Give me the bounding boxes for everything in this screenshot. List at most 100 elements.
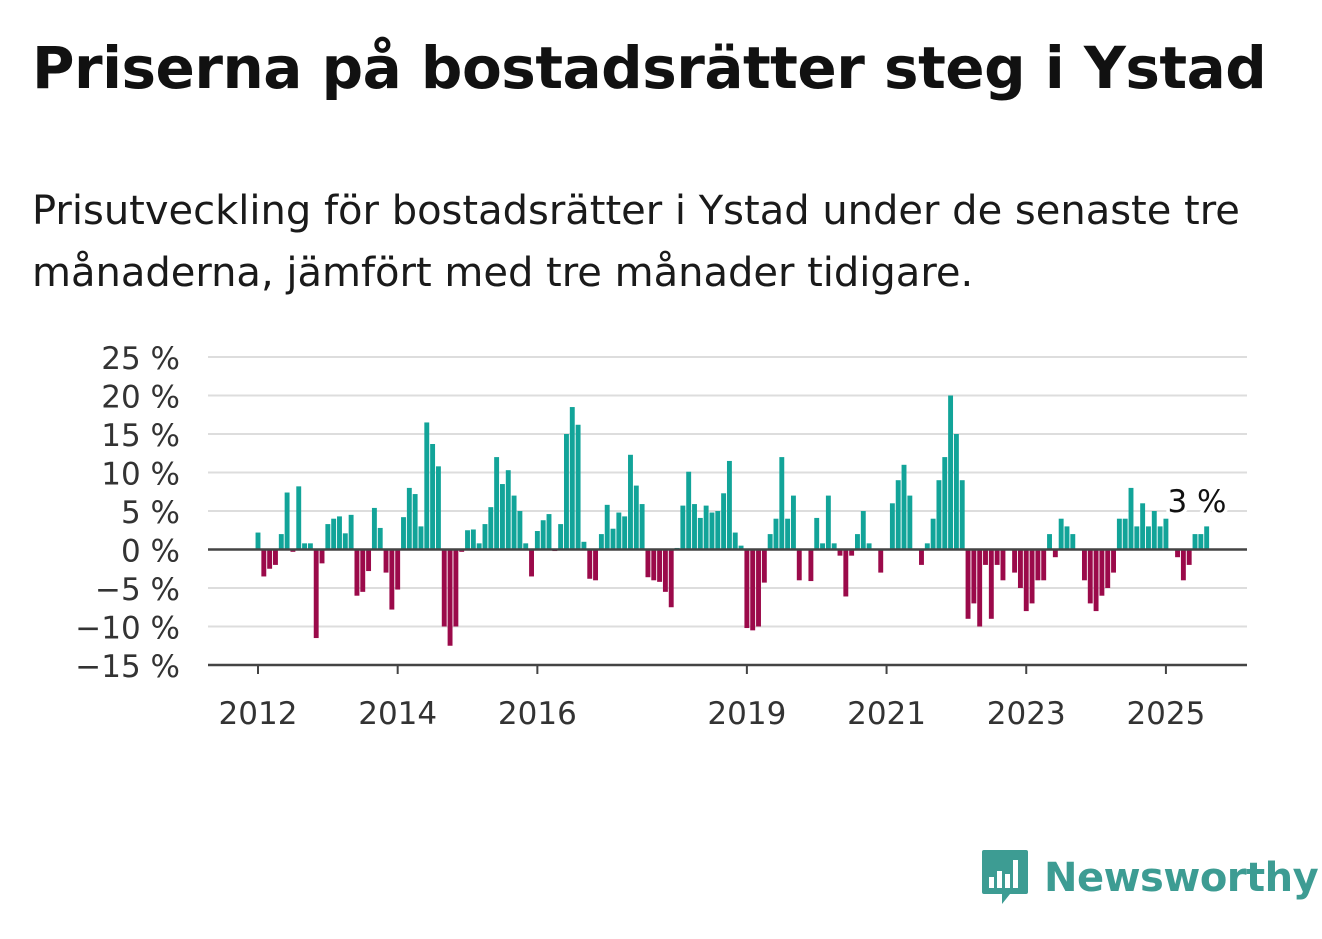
bar-positive bbox=[255, 532, 261, 550]
bar-positive bbox=[703, 505, 709, 550]
bar-positive bbox=[1122, 518, 1128, 550]
bar-positive bbox=[569, 407, 575, 550]
bar-positive bbox=[820, 543, 825, 550]
bar-positive bbox=[953, 434, 959, 550]
bars bbox=[255, 395, 1210, 646]
bar-negative bbox=[395, 549, 401, 590]
y-tick-label: 10 % bbox=[101, 457, 180, 493]
bar-positive bbox=[494, 457, 500, 550]
bar-positive bbox=[302, 543, 308, 550]
bar-positive bbox=[581, 541, 587, 550]
bar-positive bbox=[790, 495, 796, 550]
chart-subtitle: Prisutveckling för bostadsrätter i Ystad… bbox=[32, 188, 1240, 296]
bar-positive bbox=[564, 434, 569, 550]
bar-positive bbox=[1116, 518, 1122, 550]
bar-negative bbox=[593, 549, 599, 581]
bar-positive bbox=[639, 504, 645, 550]
bar-positive bbox=[726, 460, 732, 550]
bar-negative bbox=[389, 549, 395, 610]
bar-negative bbox=[808, 549, 814, 582]
bar-negative bbox=[453, 549, 459, 627]
bar-negative bbox=[651, 549, 657, 581]
bar-positive bbox=[779, 457, 785, 550]
bar-negative bbox=[1111, 549, 1116, 573]
bar-negative bbox=[1035, 549, 1041, 581]
bar-positive bbox=[604, 504, 610, 550]
bar-positive bbox=[901, 464, 907, 550]
bar-positive bbox=[866, 543, 872, 550]
bar-negative bbox=[1186, 549, 1192, 565]
bar-negative bbox=[761, 549, 767, 583]
bar-negative bbox=[366, 549, 372, 572]
bar-positive bbox=[1157, 526, 1163, 550]
bar-positive bbox=[860, 511, 866, 550]
bar-negative bbox=[319, 549, 325, 564]
bar-positive bbox=[331, 518, 337, 550]
x-tick-label: 2023 bbox=[987, 696, 1066, 732]
bar-negative bbox=[1180, 549, 1186, 581]
y-tick-label: 0 % bbox=[121, 534, 180, 570]
y-tick-label: 25 % bbox=[101, 341, 180, 377]
bar-negative bbox=[849, 549, 855, 556]
bar-positive bbox=[488, 507, 494, 550]
x-tick-label: 2025 bbox=[1126, 696, 1205, 732]
bar-negative bbox=[1029, 549, 1035, 604]
bar-negative bbox=[662, 549, 668, 592]
bar-positive bbox=[907, 495, 913, 550]
bar-positive bbox=[622, 516, 628, 550]
y-tick-label: 20 % bbox=[101, 380, 180, 416]
bar-positive bbox=[1163, 518, 1169, 550]
bar-positive bbox=[418, 526, 424, 550]
bar-negative bbox=[383, 549, 389, 573]
bar-positive bbox=[470, 529, 476, 550]
x-tick-label: 2014 bbox=[358, 696, 437, 732]
bar-positive bbox=[715, 511, 721, 550]
bar-negative bbox=[313, 549, 319, 639]
bar-negative bbox=[261, 549, 267, 577]
bar-positive bbox=[511, 495, 517, 550]
bar-positive bbox=[825, 495, 831, 550]
bar-positive bbox=[325, 524, 331, 550]
bar-positive bbox=[284, 492, 290, 550]
bar-negative bbox=[657, 549, 663, 582]
bar-negative bbox=[971, 549, 977, 604]
bar-positive bbox=[814, 517, 820, 550]
bar-positive bbox=[558, 524, 564, 550]
bar-positive bbox=[895, 480, 901, 550]
bar-negative bbox=[587, 549, 593, 579]
bar-negative bbox=[1000, 549, 1006, 581]
bar-positive bbox=[692, 504, 697, 550]
bar-positive bbox=[855, 534, 860, 550]
bar-negative bbox=[977, 549, 983, 627]
bar-negative bbox=[1105, 549, 1111, 588]
bar-positive bbox=[610, 528, 616, 550]
bar-negative bbox=[988, 549, 994, 619]
bar-positive bbox=[686, 471, 692, 550]
bar-positive bbox=[831, 543, 837, 550]
bar-negative bbox=[965, 549, 971, 619]
bar-positive bbox=[540, 520, 546, 550]
bar-positive bbox=[377, 527, 383, 550]
y-tick-label: −5 % bbox=[95, 572, 180, 608]
bar-positive bbox=[628, 454, 633, 550]
x-tick-label: 2019 bbox=[707, 696, 786, 732]
bar-positive bbox=[1146, 526, 1151, 550]
bar-positive bbox=[1204, 526, 1210, 550]
bar-negative bbox=[1087, 549, 1093, 604]
bar-negative bbox=[1012, 549, 1018, 573]
bar-positive bbox=[401, 517, 406, 550]
bar-positive bbox=[633, 485, 639, 550]
bar-positive bbox=[476, 543, 482, 550]
bar-positive bbox=[435, 466, 441, 550]
y-tick-label: 5 % bbox=[121, 495, 180, 531]
bar-positive bbox=[697, 517, 703, 550]
bar-positive bbox=[406, 487, 412, 550]
bar-negative bbox=[441, 549, 447, 627]
bar-positive bbox=[499, 484, 505, 550]
bar-positive bbox=[1140, 503, 1146, 550]
y-tick-label: −15 % bbox=[75, 649, 180, 685]
x-tick-label: 2021 bbox=[847, 696, 926, 732]
bar-positive bbox=[337, 516, 342, 550]
bar-positive bbox=[278, 534, 284, 550]
bar-positive bbox=[482, 524, 488, 550]
